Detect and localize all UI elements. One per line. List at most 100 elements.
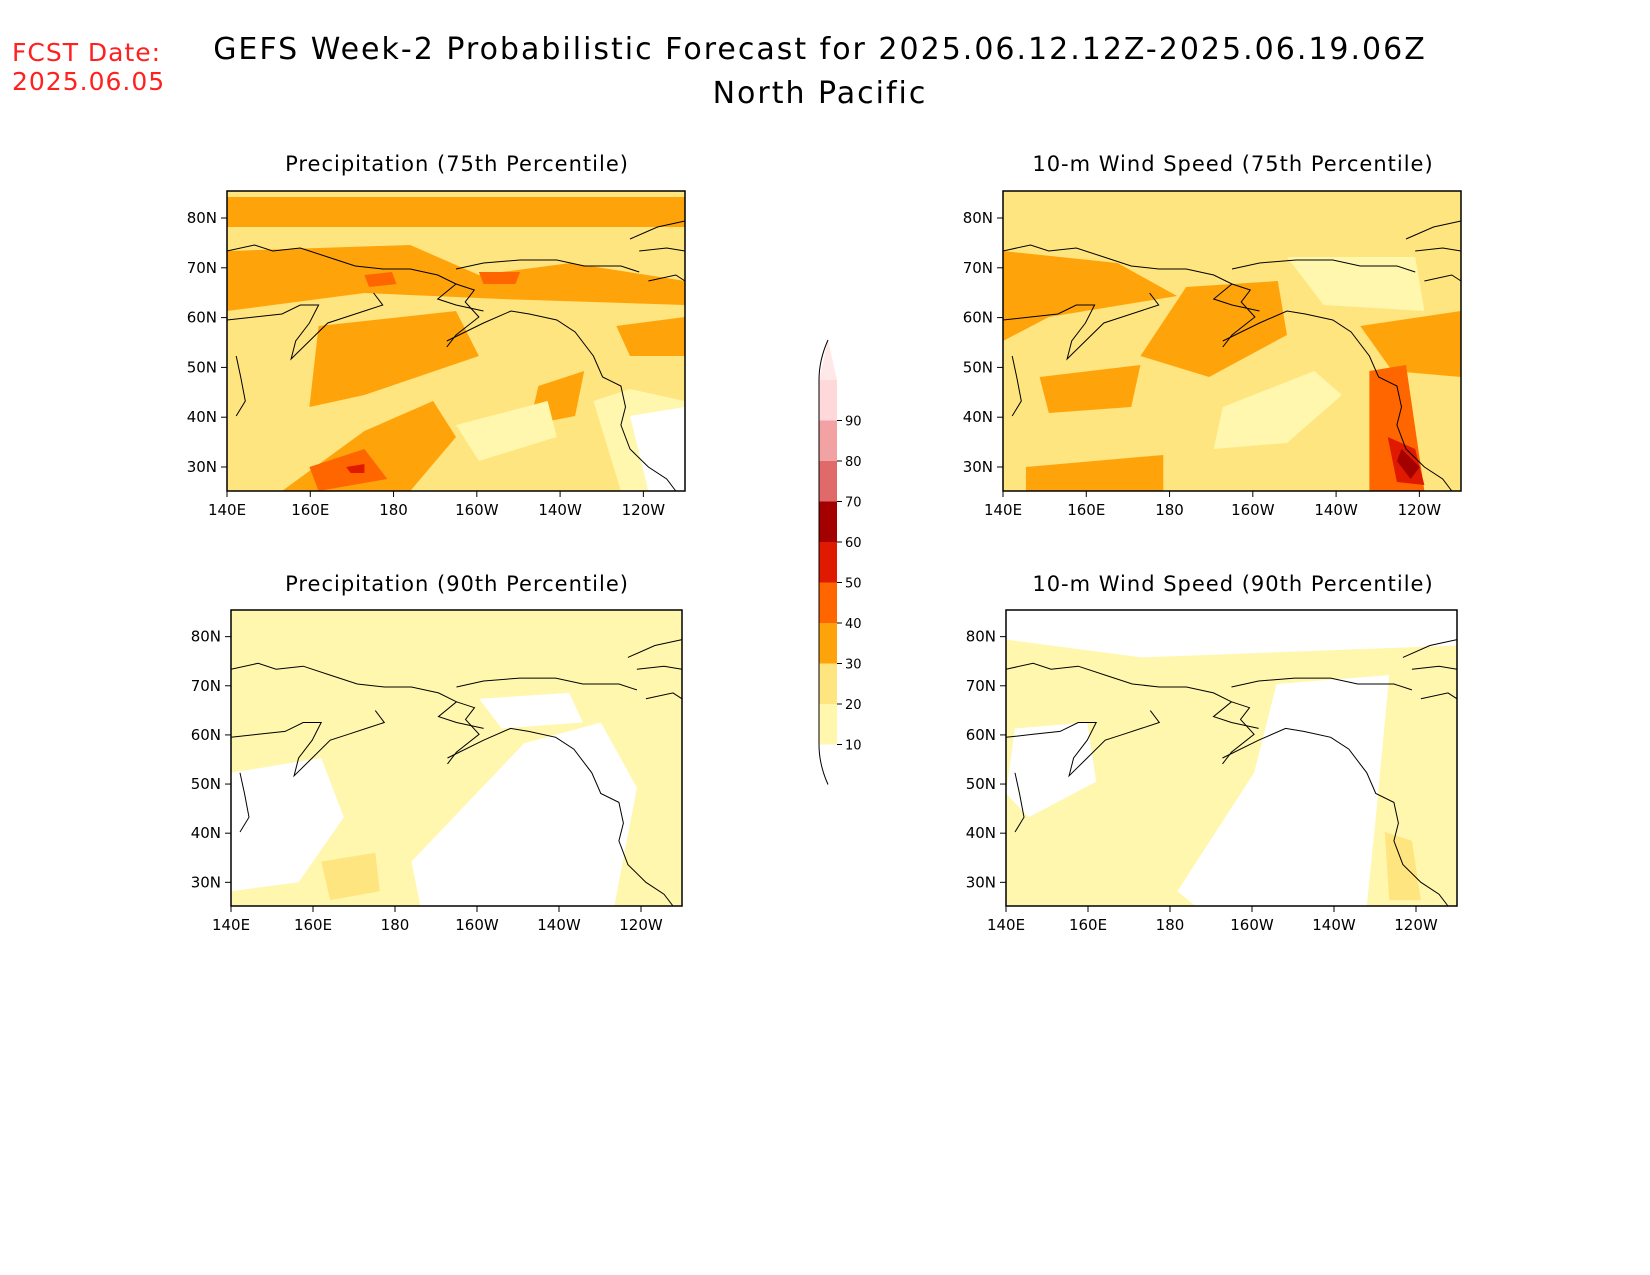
lon-tick-label: 120W — [1394, 916, 1438, 934]
lon-tick-label: 160W — [1230, 916, 1274, 934]
contour-region — [479, 692, 583, 729]
colorbar-swatch — [819, 420, 837, 461]
lon-tick-label: 140E — [212, 916, 250, 934]
coastline-segment — [1222, 310, 1453, 492]
map-wind90: 140E 160E 180 160W 140W 120W 80N 70N 60N 50N 40N 30… — [966, 609, 1458, 934]
map-frame — [1005, 609, 1458, 907]
map-frame — [1002, 190, 1462, 492]
colorbar-label: 20 — [845, 698, 862, 713]
colorbar-swatch — [819, 704, 837, 745]
lon-tick-label: 160E — [291, 501, 329, 519]
colorbar: 10 20 30 40 50 60 70 80 90 — [818, 339, 862, 785]
lon-tick-label: 140W — [1312, 916, 1356, 934]
contour-region — [321, 852, 380, 901]
coastline-segment — [1005, 662, 1259, 729]
lon-tick-label: 120W — [1398, 501, 1442, 519]
lon-tick-label: 160W — [1231, 501, 1275, 519]
colorbar-top-cap — [819, 340, 837, 380]
lon-tick-label: 180 — [379, 501, 408, 519]
lat-tick-label: 50N — [187, 358, 217, 376]
colorbar-swatch — [819, 501, 837, 542]
region-subtitle: North Pacific — [712, 76, 928, 111]
panel-title-wind90: 10-m Wind Speed (90th Percentile) — [1032, 572, 1434, 596]
page-title: GEFS Week-2 Probabilistic Forecast for 2… — [213, 32, 1427, 67]
coastline-segment — [1002, 292, 1160, 361]
colorbar-bottom-cap — [819, 744, 837, 785]
lat-tick-label: 60N — [963, 309, 993, 327]
coastline-segment — [235, 355, 246, 417]
contour-region — [1396, 449, 1420, 479]
contour-region — [1177, 675, 1390, 906]
contour-region — [1360, 311, 1461, 377]
coastline-segment — [226, 244, 484, 312]
colorbar-swatch — [819, 380, 837, 421]
coastline-segment — [1222, 727, 1449, 907]
coastline-segment — [230, 710, 386, 778]
coastline-segment — [1411, 665, 1458, 670]
coastline — [1005, 639, 1458, 907]
lat-tick-label: 60N — [187, 309, 217, 327]
coastline-segment — [1011, 355, 1022, 417]
coastline-segment — [1231, 259, 1416, 273]
colorbar-label: 80 — [845, 455, 862, 470]
contour-region — [616, 317, 685, 356]
lon-tick-label: 160W — [455, 501, 499, 519]
contour-region — [309, 449, 388, 491]
colorbar-edge — [818, 339, 829, 785]
colorbar-label: 50 — [845, 577, 862, 592]
map-precip75: 140E 160E 180 160W 140W 120W 80N 70N 60N 50N 40N 30… — [187, 190, 686, 519]
map-precip90: 140E 160E 180 160W 140W 120W 80N 70N 60N 50N 40N 30… — [191, 609, 683, 934]
lon-tick-label: 160E — [1067, 501, 1105, 519]
forecast-date-label: FCST Date: 2025.06.05 — [12, 38, 165, 96]
fcst-label: FCST Date: — [12, 38, 162, 67]
coastline-segment — [1402, 639, 1458, 658]
lat-tick-label: 60N — [966, 726, 996, 744]
contour-region — [1006, 722, 1097, 818]
lat-tick-label: 70N — [963, 259, 993, 277]
lat-tick-label: 50N — [963, 358, 993, 376]
map-frame — [226, 190, 686, 492]
coastline-segment — [230, 662, 484, 729]
colorbar-label: 10 — [845, 739, 862, 754]
lat-tick-label: 40N — [187, 408, 217, 426]
panel-title-precip90: Precipitation (90th Percentile) — [285, 572, 629, 596]
coastline-segment — [639, 247, 686, 252]
lat-tick-label: 70N — [966, 677, 996, 695]
lat-tick-label: 30N — [187, 458, 217, 476]
contour-region — [1006, 610, 1457, 658]
panel-title-wind75: 10-m Wind Speed (75th Percentile) — [1032, 152, 1434, 176]
lat-tick-label: 30N — [191, 873, 221, 891]
lon-tick-label: 160E — [1069, 916, 1107, 934]
lat-tick-label: 40N — [966, 824, 996, 842]
coastline-segment — [455, 259, 640, 273]
coastline — [230, 639, 683, 907]
lat-tick-label: 40N — [191, 824, 221, 842]
lat-tick-label: 40N — [963, 408, 993, 426]
contour-fill — [1006, 610, 1457, 906]
contour-region — [1039, 365, 1141, 413]
colorbar-swatch — [819, 542, 837, 583]
colorbar-swatch — [819, 663, 837, 704]
lon-tick-label: 160W — [455, 916, 499, 934]
coastline-segment — [627, 639, 683, 658]
lon-tick-label: 180 — [1156, 916, 1185, 934]
lat-tick-label: 80N — [191, 628, 221, 646]
contour-region — [630, 407, 685, 491]
map-frame — [230, 609, 683, 907]
coastline-segment — [226, 292, 384, 361]
map-wind75: 140E 160E 180 160W 140W 120W 80N 70N 60N 50N 40N 30… — [963, 190, 1462, 519]
contour-region — [364, 272, 397, 287]
coastline-segment — [239, 772, 250, 833]
coastline-segment — [645, 692, 683, 700]
contour-fill — [1003, 191, 1461, 491]
contour-region — [1384, 832, 1421, 901]
colorbar-label: 60 — [845, 536, 862, 551]
lat-tick-label: 70N — [187, 259, 217, 277]
lat-tick-label: 70N — [191, 677, 221, 695]
contour-region — [1003, 251, 1177, 341]
colorbar-swatch — [819, 461, 837, 502]
lon-tick-label: 140W — [537, 916, 581, 934]
coastline-segment — [447, 727, 674, 907]
coastline-segment — [456, 677, 638, 691]
coastline-segment — [1424, 274, 1462, 282]
